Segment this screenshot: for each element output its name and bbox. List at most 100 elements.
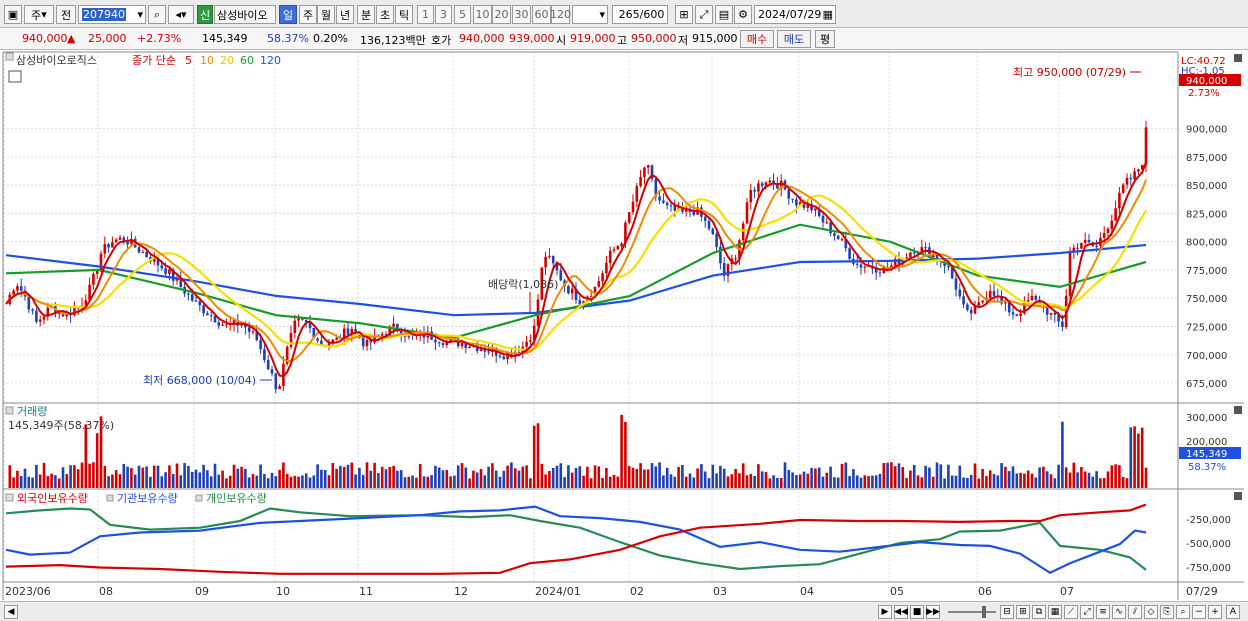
volume-bar [931, 476, 935, 488]
interval-button-1[interactable]: 3 [435, 5, 452, 24]
candle-body [1080, 242, 1083, 249]
chart-area[interactable]: 삼성바이오로직스 종가 단순 5 10 20 60 120 최고 950,000… [0, 50, 1248, 601]
candle-body [266, 359, 270, 370]
period-type-select[interactable]: 주 ▾ [24, 5, 54, 24]
buy-button[interactable]: 매수 [740, 30, 774, 48]
cycle-tool-icon[interactable]: ∿ [1112, 605, 1126, 619]
candle-body [126, 240, 129, 245]
fast-forward-icon[interactable]: ▶▶ [926, 605, 940, 619]
candle-body [1106, 228, 1110, 234]
interval-button-3[interactable]: 10 [473, 5, 492, 24]
zoom-slider-track[interactable] [948, 611, 996, 613]
holding-panel-close-icon[interactable] [1234, 492, 1242, 500]
volume-bar [620, 414, 623, 488]
dropdown-icon[interactable]: ▾ [137, 8, 143, 21]
candle-body [559, 270, 563, 281]
copy-icon[interactable]: ⧉ [1032, 605, 1046, 619]
volume-bar [829, 466, 832, 488]
font-size-icon[interactable]: A [1226, 605, 1240, 619]
candle-body [1121, 184, 1125, 193]
fib-tool-icon[interactable]: ≡ [1096, 605, 1110, 619]
candle-body [844, 239, 848, 249]
volume-bar [582, 475, 585, 488]
period-button-2[interactable]: 월 [317, 5, 335, 24]
volume-bar [776, 477, 779, 488]
trend-tool-icon[interactable]: ⤢ [1080, 605, 1094, 619]
indicator-icon[interactable]: ⊞ [675, 5, 693, 24]
amount-value: 136,123백만 [360, 34, 426, 47]
interval-button-4[interactable]: 20 [492, 5, 511, 24]
candle-body [924, 247, 927, 249]
interval-button-6[interactable]: 60 [532, 5, 551, 24]
search-zoom-icon[interactable]: ⌕ [1176, 605, 1190, 619]
line-tool-icon[interactable]: ⟋ [1064, 605, 1078, 619]
scroll-left-icon[interactable]: ◀ [4, 605, 18, 619]
up-arrow-icon: ▲ [67, 32, 76, 45]
period-button-1[interactable]: 주 [299, 5, 317, 24]
prev-button[interactable]: 전 [56, 5, 76, 24]
eval-button[interactable]: 평 [815, 30, 835, 48]
bottom-scrollbar[interactable]: ◀ ▶ ◀◀ ■ ▶▶ ⊟ ⊞ ⧉ ▦ ⟋ ⤢ ≡ ∿ ⫽ ◇ ⎘ ⌕ − + … [0, 601, 1248, 621]
zoom-out-icon[interactable]: − [1192, 605, 1206, 619]
x-axis-label: 06 [978, 585, 992, 598]
stop-icon[interactable]: ■ [910, 605, 924, 619]
x-axis-label: 05 [890, 585, 904, 598]
candle-body [578, 300, 582, 304]
candle-body [1137, 169, 1140, 172]
interval-button-5[interactable]: 30 [512, 5, 531, 24]
volume-bar [187, 465, 190, 488]
grid-icon[interactable]: ▦ [1048, 605, 1062, 619]
sound-icon[interactable]: ◂▾ [168, 5, 194, 24]
candle-body [198, 301, 202, 306]
zoom-slider-handle[interactable] [982, 606, 986, 618]
volume-bar [65, 474, 69, 488]
interval-button-2[interactable]: 5 [454, 5, 471, 24]
zoom-in-icon[interactable]: + [1208, 605, 1222, 619]
sell-button[interactable]: 매도 [777, 30, 811, 48]
period-button-0[interactable]: 일 [279, 5, 297, 24]
period-button-4[interactable]: 분 [357, 5, 375, 24]
save-icon[interactable]: ▤ [715, 5, 733, 24]
period-button-3[interactable]: 년 [336, 5, 354, 24]
legend-ma20: 20 [220, 54, 234, 67]
window-menu-icon[interactable]: ▣ [4, 5, 22, 24]
candle-body [1114, 208, 1117, 221]
price-panel-close-icon[interactable] [1234, 54, 1242, 62]
volume-bar [681, 465, 684, 488]
volume-bar [1007, 471, 1011, 488]
volume-bar [874, 475, 878, 488]
price-chart-svg[interactable]: 삼성바이오로직스 종가 단순 5 10 20 60 120 최고 950,000… [0, 50, 1248, 601]
interval-button-7[interactable]: 120 [550, 5, 571, 24]
stock-code-input[interactable]: 207940 ▾ [78, 5, 146, 24]
channel-tool-icon[interactable]: ⫽ [1128, 605, 1142, 619]
candle-body [460, 343, 464, 347]
scroll-right-icon[interactable]: ▶ [878, 605, 892, 619]
candle-body [111, 242, 114, 248]
candle-body [840, 239, 844, 241]
settings-icon[interactable]: ⚙ [734, 5, 752, 24]
layout-icon[interactable]: ⊟ [1000, 605, 1014, 619]
shape-tool-icon[interactable]: ◇ [1144, 605, 1158, 619]
holding-tick-250k: -250,000 [1186, 515, 1231, 526]
rewind-icon[interactable]: ◀◀ [894, 605, 908, 619]
calendar-toggle-icon[interactable] [8, 70, 22, 83]
capture-icon[interactable]: ⎘ [1160, 605, 1174, 619]
date-input[interactable]: 2024/07/29 ▦ [754, 5, 836, 24]
count-input[interactable]: 265/600 [612, 5, 668, 24]
volume-bar [69, 465, 72, 488]
volume-bar [852, 469, 855, 488]
interval-input[interactable]: ▾ [572, 5, 608, 24]
volume-bar [548, 470, 551, 488]
split-icon[interactable]: ⊞ [1016, 605, 1030, 619]
candle-body [1072, 247, 1076, 252]
volume-panel-close-icon[interactable] [1234, 406, 1242, 414]
volume-bar [1045, 471, 1049, 488]
candle-body [510, 352, 513, 357]
period-button-5[interactable]: 초 [376, 5, 394, 24]
draw-tool-icon[interactable]: ⤢ [695, 5, 713, 24]
candle-body [574, 288, 578, 301]
period-button-6[interactable]: 틱 [395, 5, 413, 24]
calendar-icon[interactable]: ▦ [822, 8, 833, 21]
search-icon[interactable]: ⌕ [148, 5, 166, 24]
interval-button-0[interactable]: 1 [417, 5, 434, 24]
